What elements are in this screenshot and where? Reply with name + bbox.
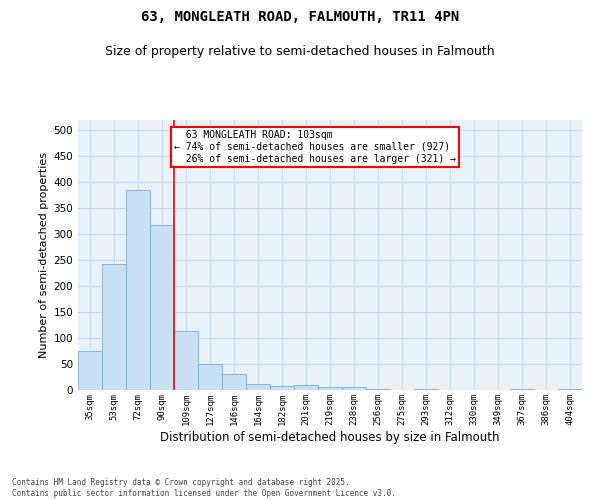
Bar [246, 384, 270, 390]
Bar [198, 364, 222, 390]
Bar [294, 386, 318, 390]
Text: 63 MONGLEATH ROAD: 103sqm
← 74% of semi-detached houses are smaller (927)
  26% : 63 MONGLEATH ROAD: 103sqm ← 74% of semi-… [174, 130, 456, 164]
Text: Contains HM Land Registry data © Crown copyright and database right 2025.
Contai: Contains HM Land Registry data © Crown c… [12, 478, 396, 498]
Bar [174, 332, 198, 390]
Text: Size of property relative to semi-detached houses in Falmouth: Size of property relative to semi-detach… [105, 45, 495, 58]
Bar [318, 387, 342, 390]
Bar [78, 351, 102, 390]
Text: 63, MONGLEATH ROAD, FALMOUTH, TR11 4PN: 63, MONGLEATH ROAD, FALMOUTH, TR11 4PN [141, 10, 459, 24]
Bar [102, 264, 126, 390]
Bar [150, 226, 174, 390]
Bar [270, 386, 294, 390]
Bar [222, 374, 246, 390]
X-axis label: Distribution of semi-detached houses by size in Falmouth: Distribution of semi-detached houses by … [160, 430, 500, 444]
Bar [366, 389, 390, 390]
Bar [126, 190, 150, 390]
Bar [342, 388, 366, 390]
Y-axis label: Number of semi-detached properties: Number of semi-detached properties [39, 152, 49, 358]
